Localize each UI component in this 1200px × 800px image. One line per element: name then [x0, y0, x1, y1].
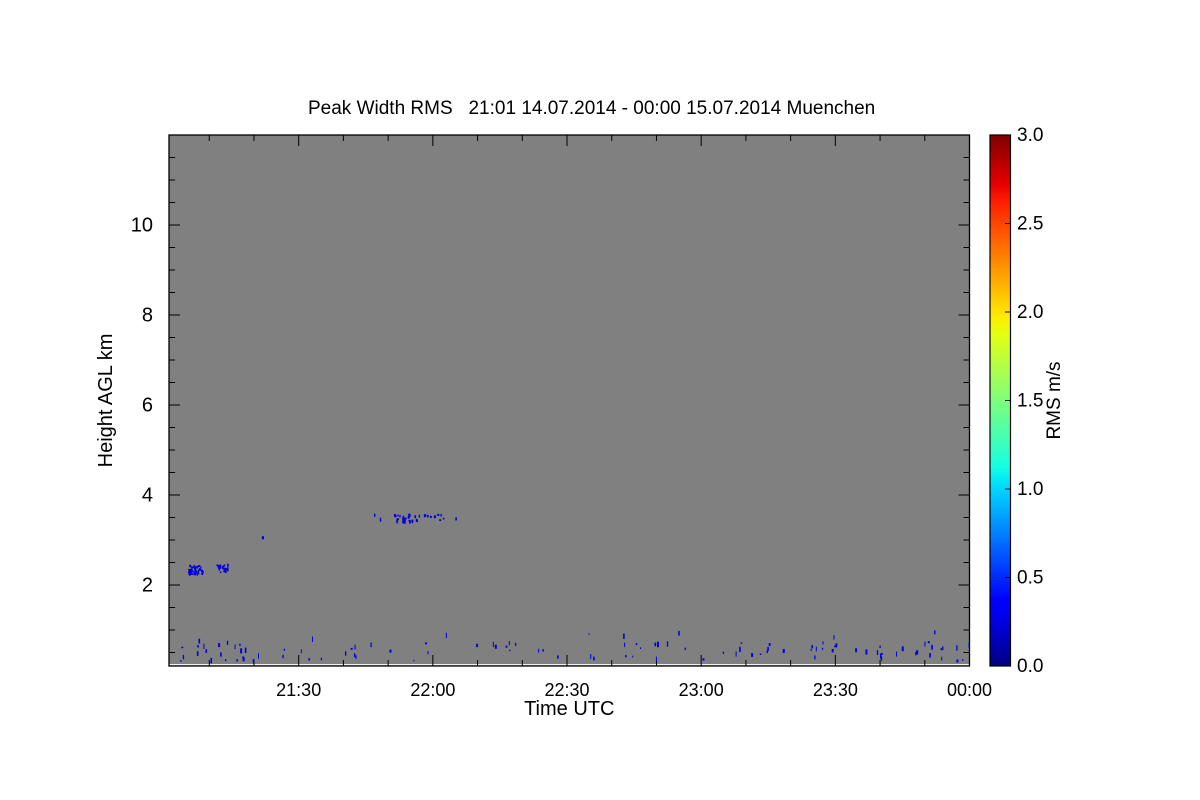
svg-text:0.0: 0.0 [1017, 656, 1043, 677]
svg-text:1.0: 1.0 [1017, 479, 1043, 500]
svg-text:2.5: 2.5 [1017, 214, 1043, 235]
svg-text:0.5: 0.5 [1017, 568, 1043, 589]
svg-text:3.0: 3.0 [1017, 125, 1043, 146]
svg-text:RMS m/s: RMS m/s [1044, 361, 1065, 439]
svg-text:2.0: 2.0 [1017, 302, 1043, 323]
svg-text:1.5: 1.5 [1017, 391, 1043, 412]
